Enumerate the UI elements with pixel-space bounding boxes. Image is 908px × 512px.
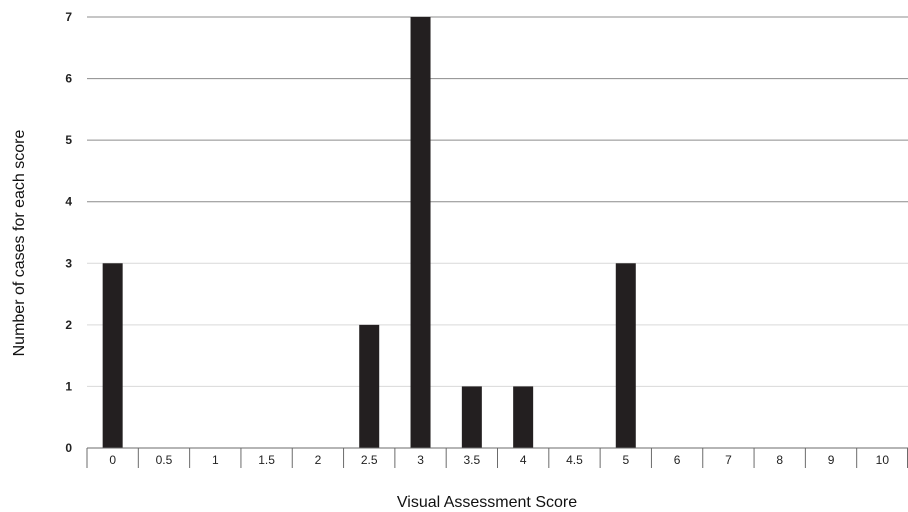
gridlines xyxy=(87,16,908,387)
x-tick-label: 5 xyxy=(622,453,629,467)
bar-3 xyxy=(410,17,431,448)
x-tick-label: 4 xyxy=(520,453,527,467)
x-tick-label: 0 xyxy=(109,453,116,467)
x-tick-label: 10 xyxy=(876,453,890,467)
bar-5 xyxy=(615,263,636,448)
bar-3.5 xyxy=(461,386,482,448)
x-tick-label: 2.5 xyxy=(361,453,378,467)
x-axis: 0 0.5 1 1.5 2 2.5 3 3.5 4 4.5 5 6 7 8 9 10 xyxy=(86,447,908,468)
x-tick-label: 4.5 xyxy=(566,453,583,467)
x-tick-label: 2 xyxy=(315,453,322,467)
bars xyxy=(102,17,636,448)
y-tick-label: 4 xyxy=(65,195,72,209)
y-tick-label: 5 xyxy=(65,133,72,147)
x-tick-label: 0.5 xyxy=(156,453,173,467)
x-tick-label: 3 xyxy=(417,453,424,467)
bar-4 xyxy=(513,386,534,448)
x-tick-label: 8 xyxy=(776,453,783,467)
y-axis-title: Number of cases for each score xyxy=(11,130,28,357)
x-tick-label: 6 xyxy=(674,453,681,467)
bar-2.5 xyxy=(359,324,380,448)
y-tick-label: 1 xyxy=(65,379,72,393)
x-tick-label: 9 xyxy=(828,453,835,467)
x-tick-label: 3.5 xyxy=(464,453,481,467)
x-axis-title: Visual Assessment Score xyxy=(397,494,577,511)
y-tick-label: 3 xyxy=(65,256,72,270)
bar-0 xyxy=(102,263,123,448)
x-tick-label: 1.5 xyxy=(258,453,275,467)
x-tick-label: 1 xyxy=(212,453,219,467)
y-tick-label: 7 xyxy=(65,10,72,24)
y-tick-label: 6 xyxy=(65,72,72,86)
y-tick-label: 2 xyxy=(65,318,72,332)
x-tick-label: 7 xyxy=(725,453,732,467)
y-tick-label: 0 xyxy=(65,441,72,455)
y-axis-ticks: 0 1 2 3 4 5 6 7 xyxy=(65,10,72,455)
